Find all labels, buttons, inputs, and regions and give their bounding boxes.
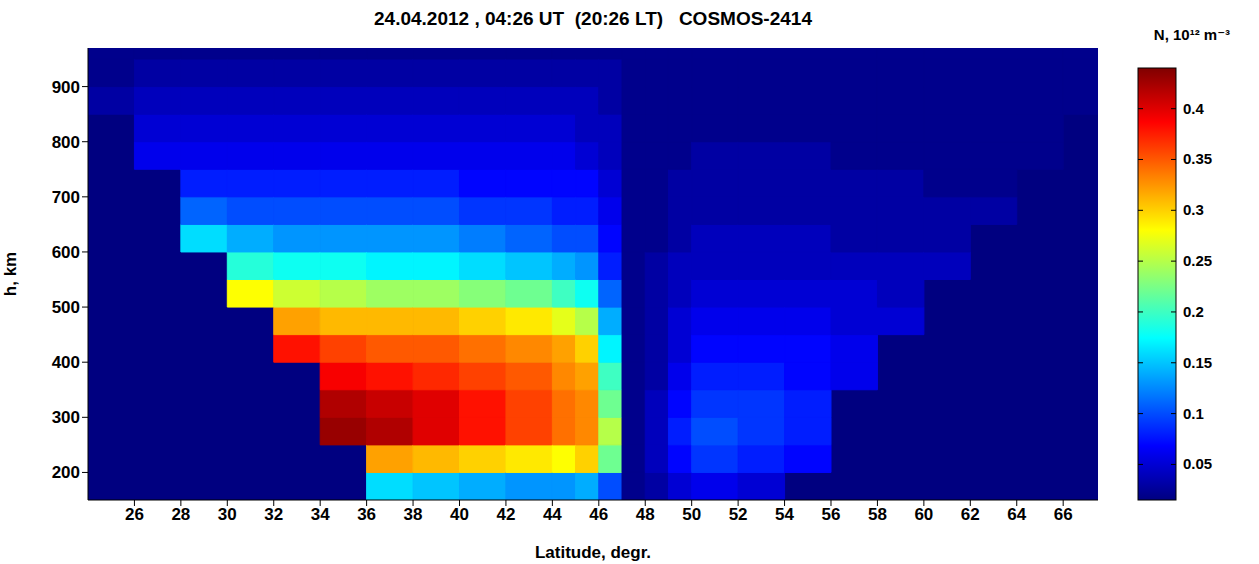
svg-text:50: 50 <box>682 505 701 524</box>
svg-text:46: 46 <box>589 505 608 524</box>
svg-text:0.05: 0.05 <box>1183 455 1212 472</box>
svg-text:0.35: 0.35 <box>1183 150 1212 167</box>
svg-text:62: 62 <box>961 505 980 524</box>
svg-text:44: 44 <box>543 505 562 524</box>
svg-text:60: 60 <box>914 505 933 524</box>
svg-text:32: 32 <box>264 505 283 524</box>
svg-text:0.25: 0.25 <box>1183 252 1212 269</box>
svg-text:66: 66 <box>1054 505 1073 524</box>
svg-text:26: 26 <box>125 505 144 524</box>
svg-text:700: 700 <box>52 188 80 207</box>
svg-text:0.4: 0.4 <box>1183 100 1205 117</box>
svg-text:38: 38 <box>404 505 423 524</box>
svg-text:56: 56 <box>822 505 841 524</box>
svg-text:40: 40 <box>450 505 469 524</box>
svg-text:N, 10¹² m⁻³: N, 10¹² m⁻³ <box>1154 26 1230 43</box>
svg-text:0.2: 0.2 <box>1183 303 1204 320</box>
svg-text:900: 900 <box>52 78 80 97</box>
html-text:24.04.2012 , 04:26 UT (20:26 L: 24.04.2012 , 04:26 UT (20:26 LT) COSMOS-… <box>374 8 812 29</box>
svg-text:42: 42 <box>496 505 515 524</box>
svg-text:64: 64 <box>1007 505 1026 524</box>
svg-text:400: 400 <box>52 353 80 372</box>
svg-text:36: 36 <box>357 505 376 524</box>
svg-text:h, km: h, km <box>1 252 20 296</box>
svg-text:800: 800 <box>52 133 80 152</box>
svg-text:52: 52 <box>729 505 748 524</box>
svg-text:58: 58 <box>868 505 887 524</box>
svg-text:34: 34 <box>311 505 330 524</box>
svg-text:30: 30 <box>218 505 237 524</box>
svg-text:600: 600 <box>52 243 80 262</box>
svg-text:200: 200 <box>52 463 80 482</box>
svg-text:0.1: 0.1 <box>1183 405 1204 422</box>
svg-text:0.15: 0.15 <box>1183 354 1212 371</box>
svg-text:54: 54 <box>775 505 794 524</box>
svg-text:300: 300 <box>52 408 80 427</box>
svg-text:48: 48 <box>636 505 655 524</box>
svg-text:28: 28 <box>171 505 190 524</box>
svg-text:0.3: 0.3 <box>1183 201 1204 218</box>
svg-text:500: 500 <box>52 298 80 317</box>
svg-text:Latitude, degr.: Latitude, degr. <box>535 543 651 562</box>
